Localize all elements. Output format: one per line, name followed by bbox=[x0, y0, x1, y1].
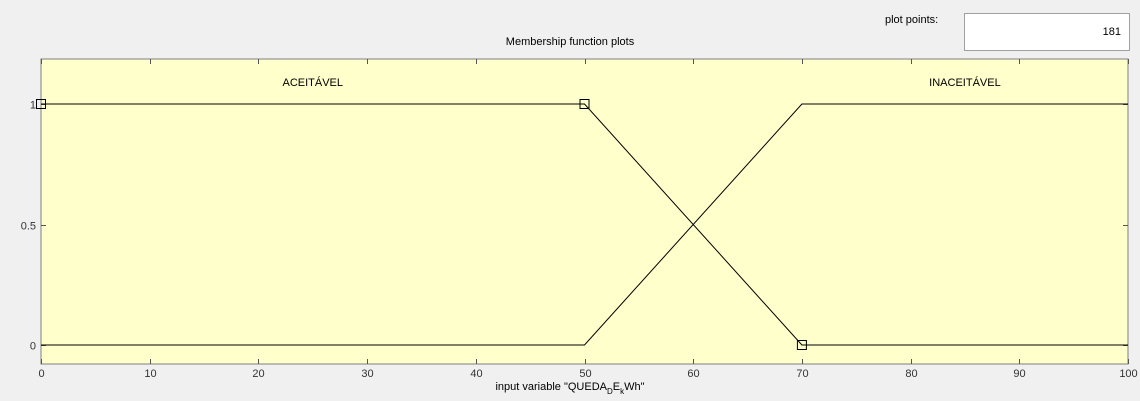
plot-points-label: plot points: bbox=[885, 14, 939, 26]
x-label-sub2: k bbox=[620, 387, 625, 396]
x-label-suffix: Wh" bbox=[624, 381, 645, 393]
mf-handle-0-1 bbox=[579, 99, 590, 109]
y-tick-label-2: 1 bbox=[30, 100, 36, 112]
x-label-mid: E bbox=[612, 381, 621, 393]
y-tick-label-1: 0.5 bbox=[21, 221, 36, 233]
x-tick-label-7: 70 bbox=[796, 368, 808, 380]
x-label-sub1: D bbox=[606, 387, 613, 396]
x-tick-label-0: 0 bbox=[38, 368, 44, 380]
mf-handle-0-0 bbox=[36, 99, 46, 109]
x-tick-label-3: 30 bbox=[361, 368, 373, 380]
x-label-prefix: input variable "QUEDA bbox=[495, 381, 607, 393]
plot-title: Membership function plots bbox=[505, 36, 635, 48]
x-tick-label-6: 60 bbox=[687, 368, 699, 380]
mf-handle-0-2 bbox=[796, 340, 807, 350]
x-tick-label-2: 20 bbox=[252, 368, 264, 380]
mf-line-1 bbox=[41, 103, 1128, 346]
plot-points-input[interactable] bbox=[964, 13, 1130, 51]
x-tick-label-5: 50 bbox=[579, 368, 591, 380]
mf-label-1: INACEITÁVEL bbox=[929, 76, 1001, 89]
y-tick-label-0: 0 bbox=[30, 341, 36, 353]
mf-label-0: ACEITÁVEL bbox=[282, 76, 343, 89]
x-tick-label-9: 90 bbox=[1013, 368, 1025, 380]
x-tick-label-1: 10 bbox=[144, 368, 156, 380]
x-tick-label-4: 40 bbox=[470, 368, 482, 380]
plot-area bbox=[40, 58, 1129, 365]
x-axis-label: input variable "QUEDADEkWh" bbox=[470, 381, 670, 396]
x-tick-label-10: 100 bbox=[1119, 368, 1137, 380]
x-tick-label-8: 80 bbox=[905, 368, 917, 380]
